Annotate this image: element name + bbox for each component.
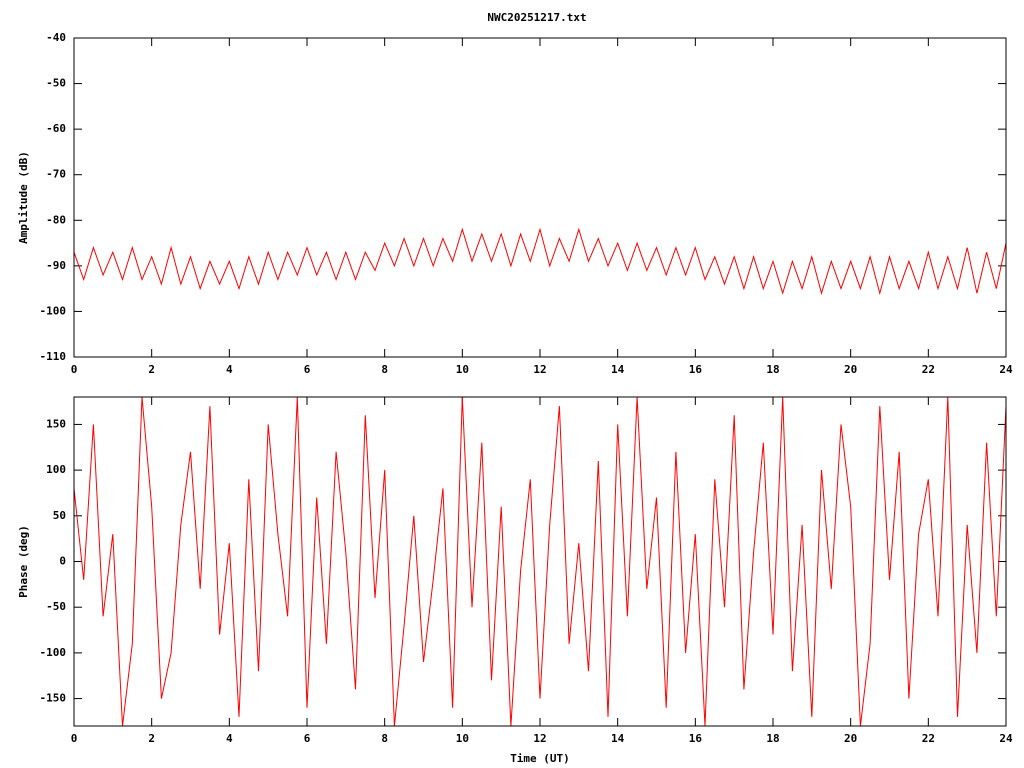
x-tick-label: 10	[456, 732, 469, 745]
x-tick-label: 22	[922, 732, 935, 745]
x-tick-label: 22	[922, 363, 935, 376]
x-tick-label: 10	[456, 363, 469, 376]
plot-frame	[73, 396, 1007, 727]
x-tick-label: 18	[766, 363, 779, 376]
x-tick-label: 2	[148, 363, 155, 376]
y-tick-label: -40	[46, 31, 66, 44]
data-line	[74, 227, 1006, 296]
y-tick-label: 100	[46, 463, 66, 476]
x-tick-label: 8	[381, 363, 388, 376]
y-tick-label: -60	[46, 122, 66, 135]
x-tick-label: 6	[304, 363, 311, 376]
y-tick-label: -100	[40, 304, 67, 317]
y-tick-label: -90	[46, 259, 66, 272]
x-tick-label: 12	[533, 732, 546, 745]
x-tick-label: 8	[381, 732, 388, 745]
x-tick-label: 2	[148, 732, 155, 745]
x-tick-label: 0	[71, 363, 78, 376]
y-tick-label: -80	[46, 213, 66, 226]
y-tick-label: -100	[40, 646, 67, 659]
chart-title: NWC20251217.txt	[487, 11, 586, 24]
x-tick-label: 16	[689, 732, 703, 745]
x-tick-label: 16	[689, 363, 703, 376]
x-tick-label: 14	[611, 363, 625, 376]
x-tick-label: 20	[844, 363, 857, 376]
y-tick-label: -110	[40, 350, 67, 363]
y-tick-label: -150	[40, 692, 67, 705]
x-tick-label: 24	[999, 732, 1013, 745]
x-tick-label: 6	[304, 732, 311, 745]
x-tick-label: 4	[226, 363, 233, 376]
y-tick-label: 50	[53, 509, 66, 522]
x-tick-label: 12	[533, 363, 546, 376]
x-axis-label: Time (UT)	[510, 752, 570, 765]
x-tick-label: 4	[226, 732, 233, 745]
y-tick-label: -50	[46, 77, 66, 90]
plot-frame	[73, 37, 1007, 358]
x-tick-label: 20	[844, 732, 857, 745]
y-tick-label: -50	[46, 600, 66, 613]
y-axis-label: Phase (deg)	[17, 525, 30, 598]
y-axis-label: Amplitude (dB)	[17, 151, 30, 244]
y-tick-label: -70	[46, 168, 66, 181]
y-tick-label: 0	[59, 555, 66, 568]
y-tick-label: 150	[46, 417, 66, 430]
x-tick-label: 24	[999, 363, 1013, 376]
x-tick-label: 18	[766, 732, 779, 745]
data-line	[74, 397, 1006, 726]
x-tick-label: 14	[611, 732, 625, 745]
x-tick-label: 0	[71, 732, 78, 745]
